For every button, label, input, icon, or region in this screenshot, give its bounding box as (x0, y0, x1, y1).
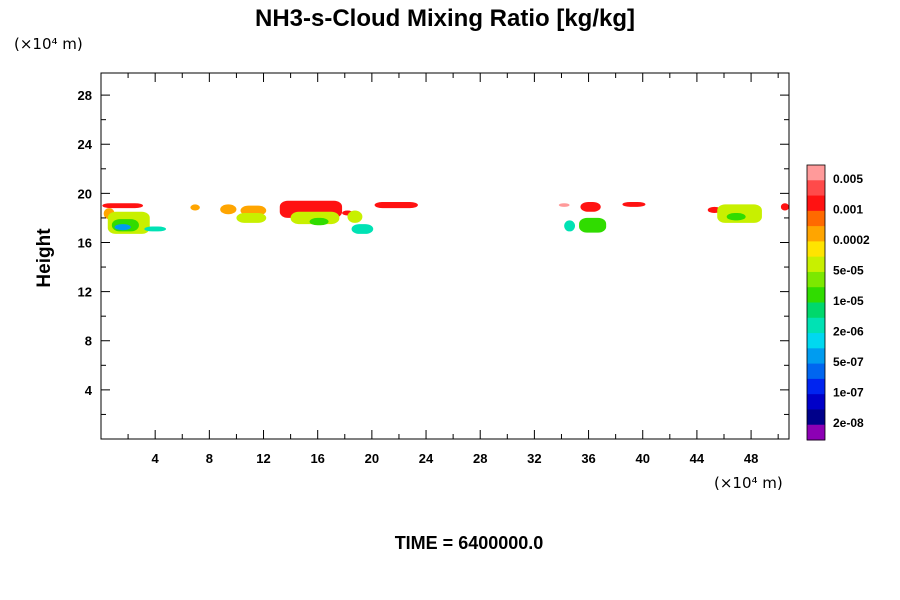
y-axis-unit: (×10⁴ m) (14, 35, 83, 53)
colorbar-label: 2e-08 (833, 416, 864, 430)
x-tick-label: 40 (635, 451, 649, 466)
y-tick-label: 16 (78, 235, 92, 250)
y-tick-label: 4 (85, 383, 93, 398)
cloud-field (102, 200, 789, 234)
x-tick-label: 48 (744, 451, 758, 466)
x-tick-label: 28 (473, 451, 487, 466)
cloud-blob (220, 204, 237, 215)
x-tick-label: 16 (310, 451, 324, 466)
cloud-blob (558, 203, 570, 207)
x-tick-label: 36 (581, 451, 595, 466)
x-tick-label: 32 (527, 451, 541, 466)
colorbar-label: 1e-07 (833, 386, 864, 400)
y-tick-label: 20 (78, 186, 92, 201)
colorbar-swatch (807, 424, 825, 441)
y-axis-label: Height (34, 228, 55, 288)
y-tick-label: 24 (78, 137, 93, 152)
cloud-blob (622, 201, 646, 207)
cloud-blob (780, 203, 789, 211)
colorbar-label: 0.001 (833, 202, 863, 216)
cloud-blob (579, 217, 607, 233)
cloud-blob (309, 217, 329, 226)
colorbar-swatch (807, 409, 825, 426)
colorbar-label: 0.0002 (833, 233, 870, 247)
y-tick-label: 28 (78, 88, 92, 103)
colorbar-swatch (807, 226, 825, 242)
x-axis-unit: (×10⁴ m) (714, 474, 783, 492)
colorbar-swatch (807, 271, 825, 288)
colorbar-swatch (807, 195, 825, 212)
x-tick-label: 12 (256, 451, 270, 466)
cloud-blob (144, 226, 167, 232)
colorbar-swatch (807, 180, 825, 197)
colorbar-frame (806, 164, 826, 441)
cloud-blob (114, 224, 131, 231)
colorbar-label: 5e-07 (833, 355, 864, 369)
cloud-blob (236, 213, 267, 223)
colorbar-swatch (807, 317, 825, 334)
x-tick-label: 20 (365, 451, 379, 466)
colorbar-swatch (807, 394, 825, 410)
cloud-blob (102, 203, 143, 209)
cloud-blob (190, 204, 200, 211)
y-tick-label: 12 (78, 285, 92, 300)
time-label: TIME = 6400000.0 (395, 533, 544, 553)
cloud-blob (351, 224, 374, 234)
x-tick-label: 4 (152, 451, 160, 466)
x-tick-label: 24 (419, 451, 434, 466)
colorbar-swatch (807, 287, 825, 303)
cloud-blob (347, 210, 363, 223)
cloud-blob (564, 220, 576, 232)
cloud-blob (374, 201, 418, 209)
colorbar-swatch (807, 378, 825, 395)
x-tick-label: 8 (206, 451, 213, 466)
colorbar-label: 1e-05 (833, 294, 864, 308)
colorbar-label: 0.005 (833, 172, 863, 186)
colorbar-swatch (807, 165, 825, 181)
colorbar-swatch (807, 241, 825, 258)
cloud-blob (726, 213, 746, 221)
colorbar: 0.005 0.001 0.0002 5e-05 1e-05 2e-06 5e-07 1e-0… (806, 164, 870, 441)
colorbar-swatch (807, 256, 825, 273)
colorbar-label: 5e-05 (833, 263, 864, 277)
colorbar-swatch (807, 333, 825, 349)
plot-frame (100, 72, 790, 440)
colorbar-swatch (807, 348, 825, 365)
cloud-blob (580, 201, 601, 212)
x-tick-label: 44 (690, 451, 705, 466)
colorbar-swatch (807, 210, 825, 227)
colorbar-swatch (807, 302, 825, 319)
y-tick-label: 8 (85, 334, 92, 349)
chart-title: NH3-s-Cloud Mixing Ratio [kg/kg] (255, 5, 635, 32)
colorbar-label: 2e-06 (833, 325, 864, 339)
colorbar-swatch (807, 363, 825, 380)
